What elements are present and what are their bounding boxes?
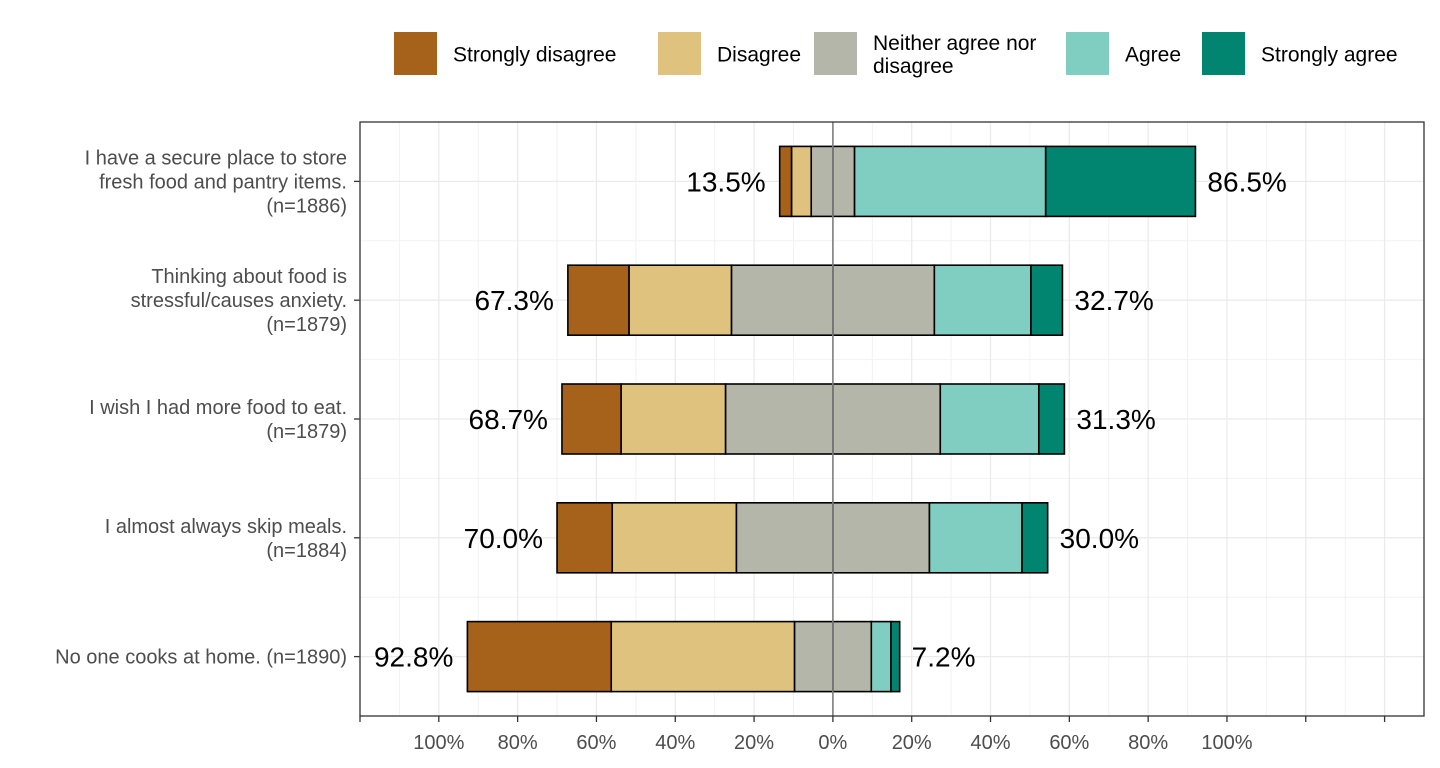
category-label: I have a secure place to store xyxy=(85,147,347,169)
plot-area: 13.5% 86.5% 67.3% 32.7% 68.7% 31.3% 70.0% 30.0%… xyxy=(360,122,1424,716)
legend-label: Strongly disagree xyxy=(453,44,616,67)
category-label: (n=1886) xyxy=(266,195,347,217)
negative-total-label: 68.7% xyxy=(469,404,548,435)
bar-agree-1 xyxy=(855,146,1046,216)
legend-label: Agree xyxy=(1125,44,1181,67)
category-label: No one cooks at home. (n=1890) xyxy=(55,647,347,669)
bar-disagree-2 xyxy=(629,265,731,335)
category-label: (n=1879) xyxy=(266,314,347,336)
negative-total-label: 70.0% xyxy=(464,523,543,554)
bar-strongly-disagree-4 xyxy=(557,503,612,573)
category-label: fresh food and pantry items. xyxy=(99,171,347,193)
category-label: (n=1879) xyxy=(266,421,347,443)
bar-strongly-agree-1 xyxy=(1046,146,1196,216)
bar-neither-agree-nor-disagree-5 xyxy=(833,622,871,692)
bar-disagree-1 xyxy=(792,146,812,216)
category-label: Thinking about food is xyxy=(151,266,347,288)
x-tick-label: 40% xyxy=(971,732,1011,754)
bar-strongly-agree-5 xyxy=(891,622,900,692)
bar-strongly-disagree-3 xyxy=(562,384,621,454)
bar-agree-4 xyxy=(929,503,1022,573)
x-tick-label: 40% xyxy=(655,732,695,754)
negative-total-label: 13.5% xyxy=(686,166,765,197)
bar-disagree-3 xyxy=(621,384,725,454)
bar-strongly-agree-3 xyxy=(1039,384,1065,454)
x-tick-label: 60% xyxy=(1049,732,1089,754)
category-label: stressful/causes anxiety. xyxy=(131,290,347,312)
negative-total-label: 67.3% xyxy=(474,285,553,316)
bar-strongly-disagree-5 xyxy=(467,622,611,692)
x-tick-label: 60% xyxy=(576,732,616,754)
bar-strongly-disagree-1 xyxy=(780,146,792,216)
bar-neither-agree-nor-disagree-1 xyxy=(811,146,833,216)
bar-neither-agree-nor-disagree-2 xyxy=(731,265,832,335)
positive-total-label: 32.7% xyxy=(1074,285,1153,316)
bar-strongly-agree-2 xyxy=(1031,265,1063,335)
bar-neither-agree-nor-disagree-2 xyxy=(833,265,934,335)
x-tick-label: 20% xyxy=(734,732,774,754)
legend-key-strongly-disagree xyxy=(394,32,437,75)
legend: Strongly disagree Disagree Neither agree n… xyxy=(394,32,1398,78)
bar-neither-agree-nor-disagree-4 xyxy=(736,503,833,573)
legend-key-strongly-agree xyxy=(1202,32,1245,75)
bar-neither-agree-nor-disagree-1 xyxy=(833,146,855,216)
category-label: I almost always skip meals. xyxy=(105,516,347,538)
category-label: (n=1884) xyxy=(266,540,347,562)
positive-total-label: 86.5% xyxy=(1207,166,1286,197)
legend-label: Strongly agree xyxy=(1261,44,1398,67)
x-axis: 100% 80% 60% 40% 20% 0% 20% 40% 60% 80% 100% xyxy=(360,716,1385,754)
bar-neither-agree-nor-disagree-3 xyxy=(726,384,833,454)
bar-disagree-4 xyxy=(612,503,736,573)
x-tick-label: 100% xyxy=(1201,732,1252,754)
bar-agree-5 xyxy=(871,622,891,692)
x-tick-label: 0% xyxy=(818,732,847,754)
negative-total-label: 92.8% xyxy=(374,642,453,673)
legend-key-neither-agree-nor-disagree xyxy=(814,32,857,75)
positive-total-label: 7.2% xyxy=(912,642,976,673)
positive-total-label: 30.0% xyxy=(1060,523,1139,554)
x-tick-label: 100% xyxy=(413,732,464,754)
x-tick-label: 80% xyxy=(498,732,538,754)
bar-strongly-disagree-2 xyxy=(568,265,629,335)
legend-key-agree xyxy=(1066,32,1109,75)
bar-agree-2 xyxy=(934,265,1031,335)
bar-strongly-agree-4 xyxy=(1022,503,1048,573)
bar-neither-agree-nor-disagree-5 xyxy=(794,622,832,692)
bar-agree-3 xyxy=(940,384,1039,454)
category-label: I wish I had more food to eat. xyxy=(89,397,347,419)
bar-neither-agree-nor-disagree-3 xyxy=(833,384,940,454)
legend-label: disagree xyxy=(873,55,954,78)
positive-total-label: 31.3% xyxy=(1076,404,1155,435)
legend-label: Neither agree nor xyxy=(873,32,1036,55)
legend-key-disagree xyxy=(658,32,701,75)
x-tick-label: 20% xyxy=(892,732,932,754)
bar-disagree-5 xyxy=(611,622,794,692)
bar-neither-agree-nor-disagree-4 xyxy=(833,503,930,573)
legend-label: Disagree xyxy=(717,44,801,67)
x-tick-label: 80% xyxy=(1128,732,1168,754)
